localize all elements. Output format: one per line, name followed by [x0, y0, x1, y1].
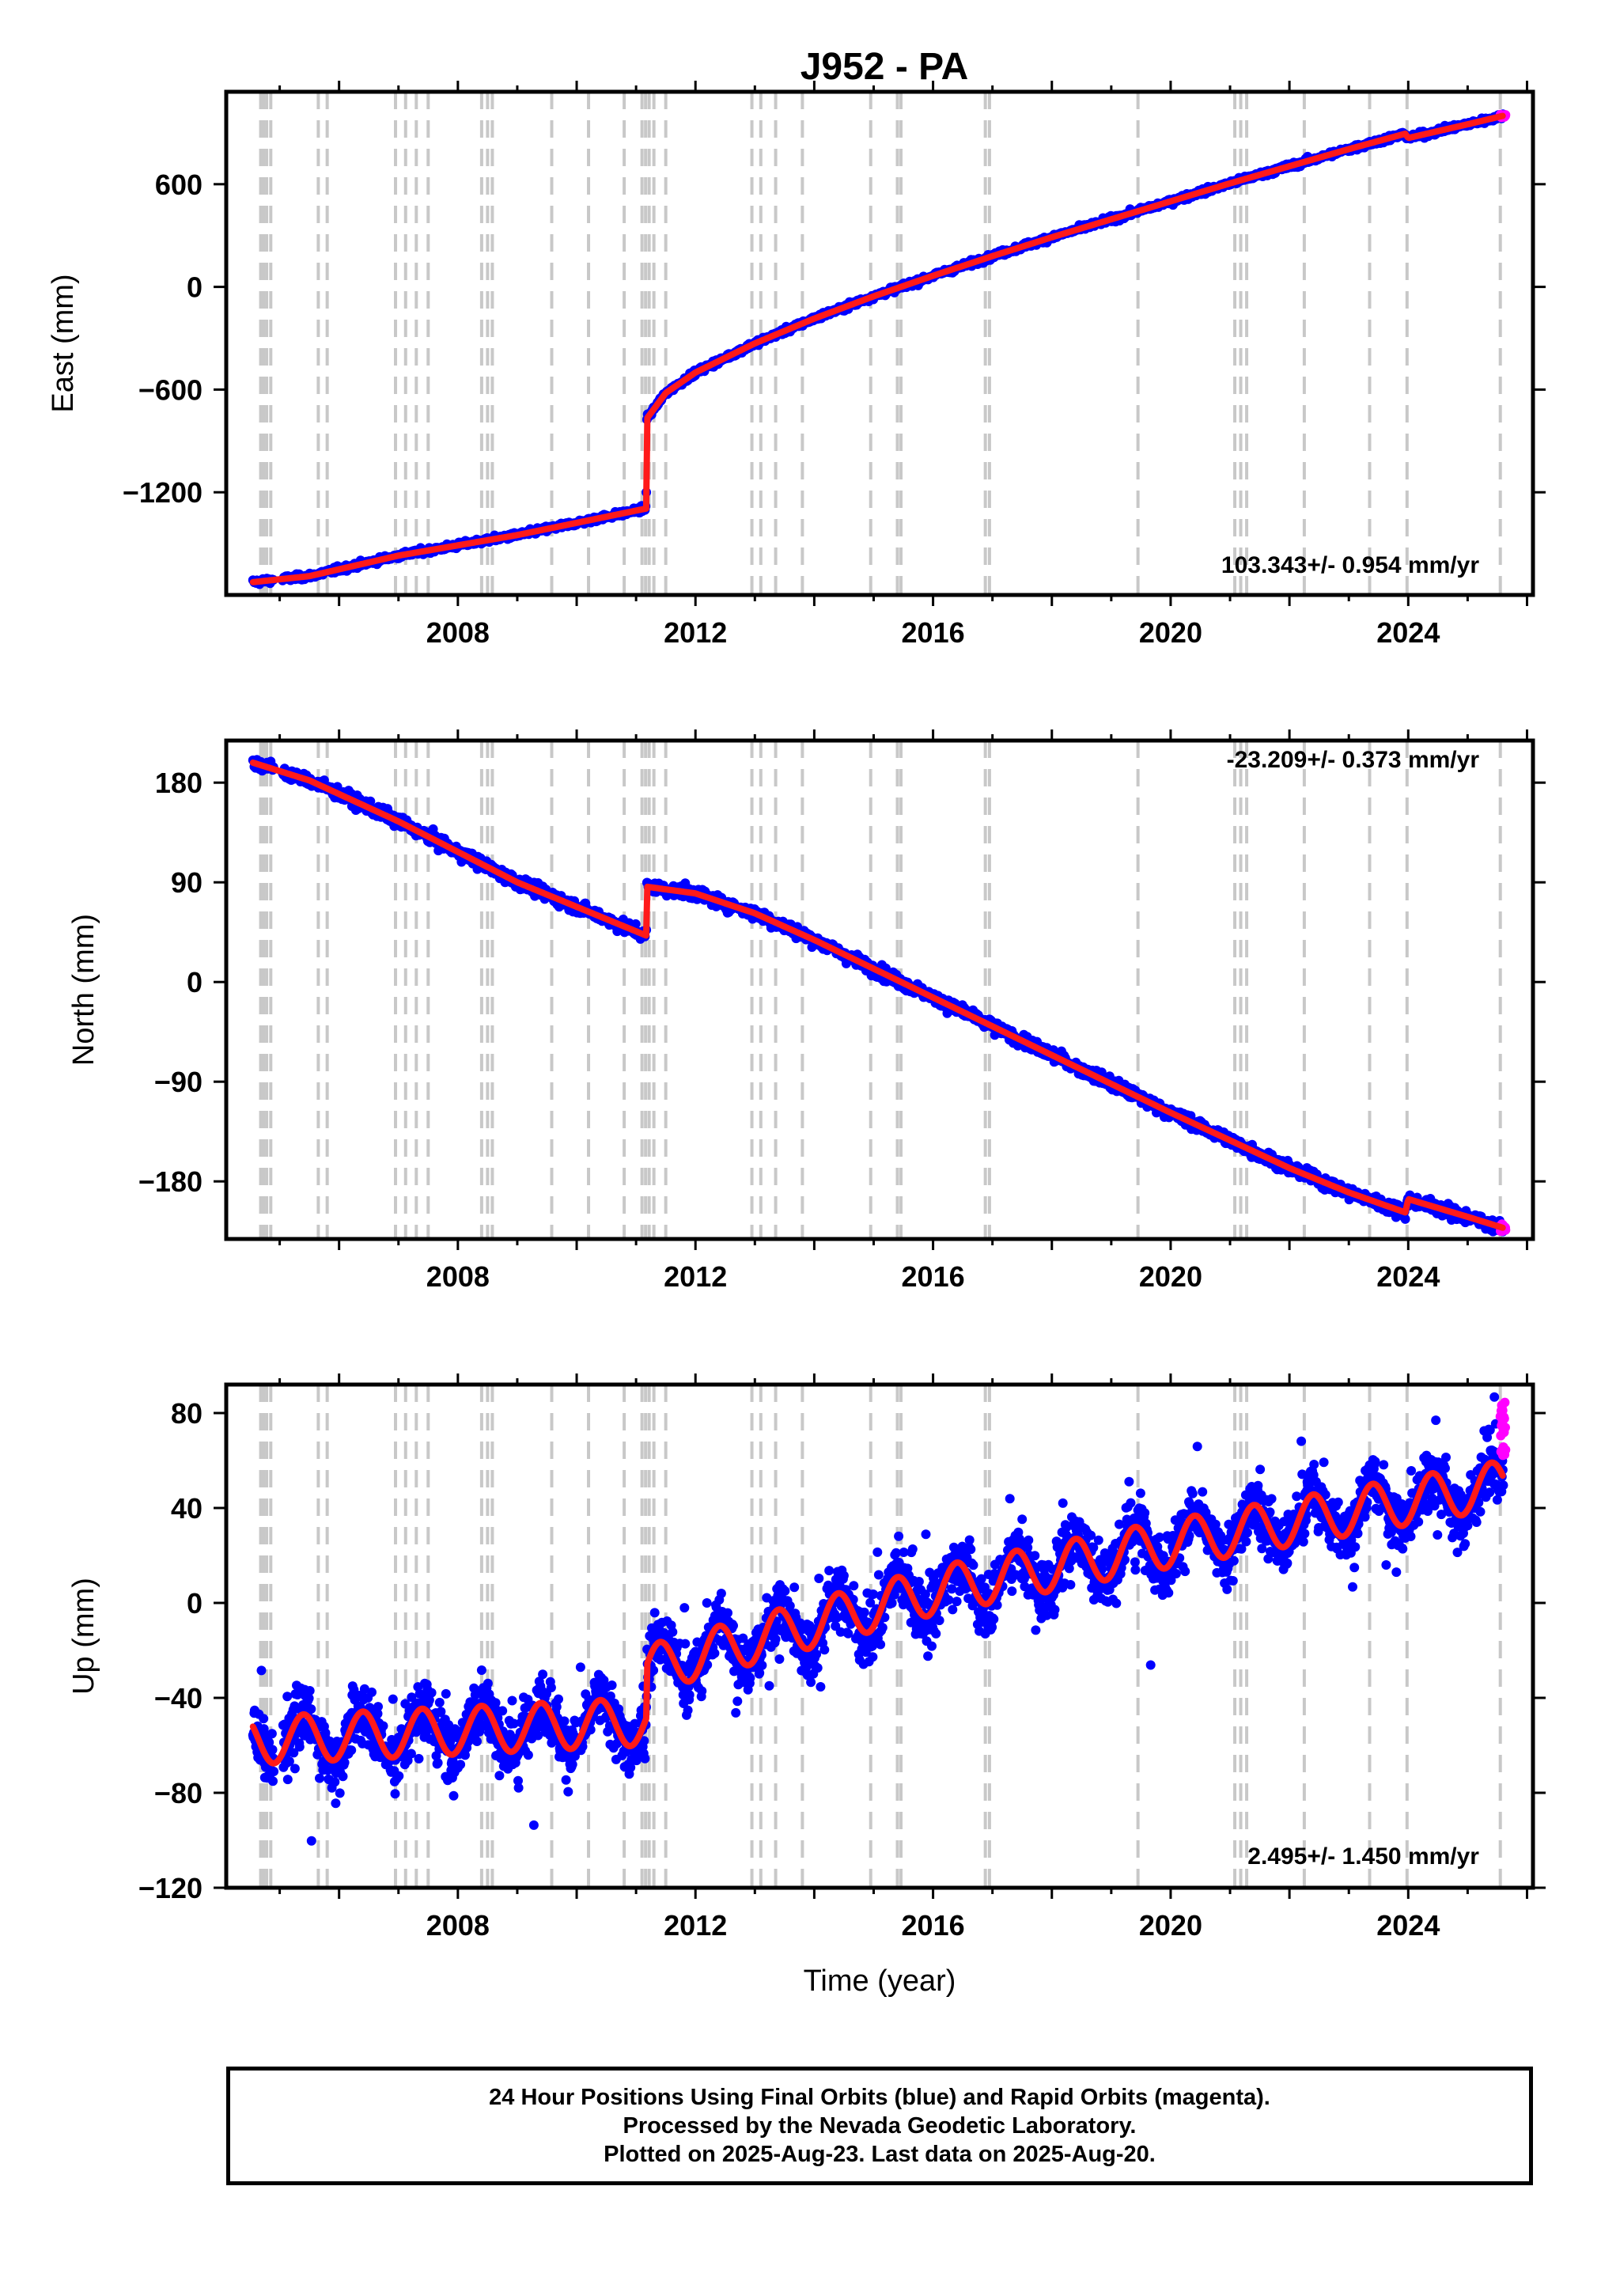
y-tick-label: 600	[155, 169, 202, 201]
data-point	[528, 1820, 539, 1830]
data-point	[294, 1741, 305, 1752]
data-point	[554, 1694, 563, 1704]
data-point	[434, 1697, 445, 1707]
x-tick-label: 2012	[664, 1260, 727, 1293]
data-point	[269, 1767, 279, 1776]
data-point	[282, 1775, 293, 1785]
x-tick-label: 2008	[426, 1260, 490, 1293]
y-tick-label: −600	[138, 373, 202, 406]
data-point	[426, 1688, 437, 1698]
data-point	[441, 1688, 451, 1699]
data-point	[267, 1745, 278, 1755]
data-point	[331, 1798, 341, 1809]
x-tick-label: 2008	[426, 616, 490, 649]
x-tick-label: 2012	[664, 616, 727, 649]
data-point	[335, 1788, 345, 1798]
data-point	[563, 1786, 573, 1797]
y-tick-label: 0	[187, 966, 202, 998]
x-tick-label: 2016	[902, 1260, 965, 1293]
data-point	[339, 1757, 350, 1767]
x-tick-label: 2024	[1376, 1260, 1440, 1293]
data-point	[498, 1706, 508, 1716]
data-point	[320, 1728, 331, 1738]
data-point	[394, 1771, 404, 1781]
north-final-orbit-points	[248, 755, 1508, 1237]
data-point	[561, 1775, 571, 1785]
north-plot-frame	[224, 738, 1535, 1241]
data-point	[367, 1687, 377, 1697]
data-point	[546, 1683, 556, 1692]
data-point	[607, 1680, 617, 1690]
y-tick-label: −1200	[123, 476, 202, 509]
x-tick-label: 2016	[902, 616, 965, 649]
data-point	[640, 1753, 650, 1764]
data-point	[390, 1789, 400, 1799]
east-model-fit-line	[249, 112, 1506, 585]
data-point	[567, 1760, 577, 1770]
data-point	[559, 1716, 570, 1726]
data-point	[538, 1669, 548, 1680]
data-point	[523, 1750, 533, 1760]
x-tick-label: 2020	[1139, 616, 1202, 649]
data-point	[290, 1764, 300, 1774]
y-tick-label: −90	[154, 1066, 202, 1098]
north-panel: 2008 2012 2016 2020 2024 180 90 0 −90 −180 North (…	[67, 729, 1546, 1293]
data-point	[373, 1702, 383, 1712]
data-point	[575, 1662, 585, 1673]
data-point	[1400, 1214, 1410, 1224]
north-y-axis-label: North (mm)	[67, 914, 100, 1066]
data-point	[267, 1729, 277, 1739]
data-point	[456, 1760, 466, 1770]
data-point	[449, 1790, 459, 1801]
data-point	[649, 1608, 660, 1618]
east-velocity-label: 103.343+/- 0.954 mm/yr	[1221, 552, 1479, 578]
data-point	[306, 1836, 316, 1846]
data-point	[507, 1695, 517, 1706]
up-plot-area	[248, 1385, 1511, 1888]
north-plot-area	[248, 741, 1511, 1239]
data-point	[259, 1714, 269, 1724]
north-velocity-label: -23.209+/- 0.373 mm/yr	[1227, 747, 1480, 773]
data-point	[365, 796, 376, 806]
data-point	[305, 1686, 315, 1695]
data-point	[268, 1776, 278, 1786]
x-tick-label: 2020	[1139, 1260, 1202, 1293]
y-tick-label: 180	[155, 767, 202, 799]
north-model-fit-line	[249, 760, 1506, 1231]
data-point	[346, 1745, 357, 1756]
east-plot-frame	[224, 89, 1535, 597]
data-point	[483, 1678, 493, 1688]
data-point	[378, 1721, 388, 1731]
data-point	[306, 1704, 316, 1714]
east-plot-area	[248, 92, 1511, 595]
data-point	[315, 1773, 324, 1783]
x-tick-label: 2024	[1376, 616, 1440, 649]
data-point	[630, 919, 641, 929]
y-tick-label: −180	[138, 1165, 202, 1198]
east-y-axis-label: East (mm)	[47, 274, 80, 412]
data-point	[388, 1694, 398, 1704]
data-point	[330, 1777, 340, 1787]
data-point	[513, 1783, 524, 1793]
data-point	[494, 1771, 505, 1781]
data-point	[282, 1692, 293, 1702]
data-point	[256, 1665, 267, 1676]
chart-title: J952 - PA	[800, 46, 969, 88]
data-point	[476, 1665, 486, 1675]
data-point	[433, 1758, 443, 1768]
data-point	[472, 1737, 482, 1746]
data-point	[338, 1771, 348, 1782]
data-point	[414, 1753, 424, 1764]
east-final-orbit-points	[248, 109, 1508, 589]
east-panel: 2008 2012 2016 2020 2024 600 0 −600 −1200 East (m…	[47, 81, 1546, 649]
data-point	[490, 1698, 501, 1708]
y-tick-label: 90	[171, 866, 202, 899]
y-tick-label: 0	[187, 271, 202, 304]
